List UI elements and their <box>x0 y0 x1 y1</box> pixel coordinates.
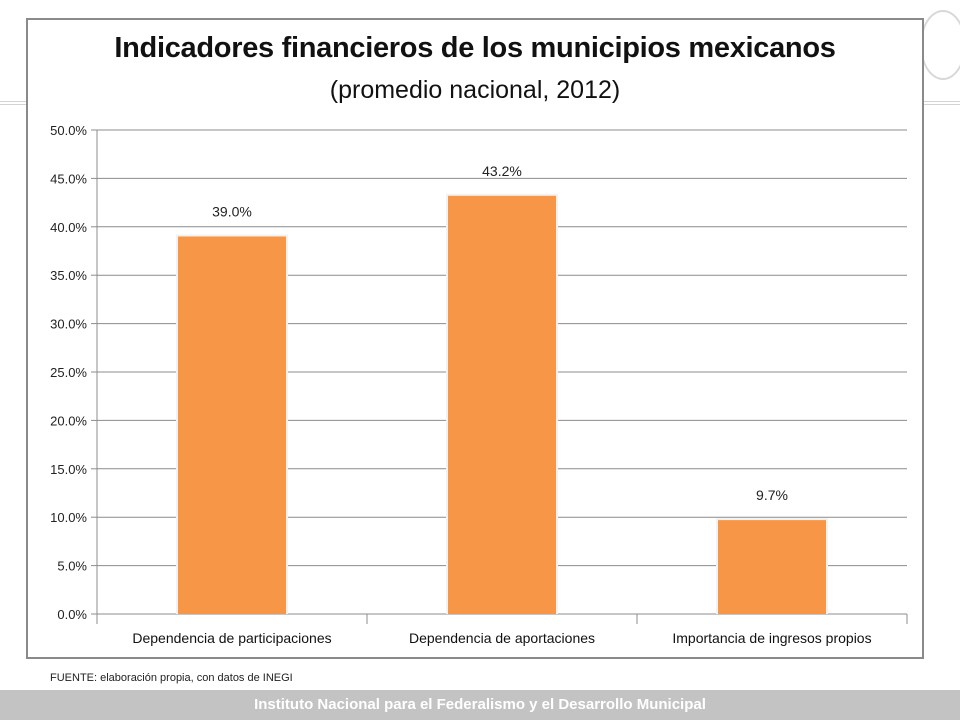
y-tick-label: 50.0% <box>50 123 87 138</box>
chart-title: Indicadores financieros de los municipio… <box>114 32 836 64</box>
y-tick-label: 40.0% <box>50 220 87 235</box>
y-tick-label: 45.0% <box>50 171 87 186</box>
x-category-label: Importancia de ingresos propios <box>672 630 871 646</box>
y-tick-label: 20.0% <box>50 413 87 428</box>
data-label: 39.0% <box>212 203 252 219</box>
y-tick-label: 0.0% <box>57 607 87 622</box>
y-tick-label: 35.0% <box>50 268 87 283</box>
bar <box>178 236 286 615</box>
x-category-label: Dependencia de participaciones <box>132 630 331 646</box>
y-tick-label: 10.0% <box>50 510 87 525</box>
y-tick-label: 30.0% <box>50 317 87 332</box>
y-tick-label: 15.0% <box>50 462 87 477</box>
chart-subtitle: (promedio nacional, 2012) <box>329 76 621 104</box>
y-tick-label: 5.0% <box>57 559 87 574</box>
x-category-label: Dependencia de aportaciones <box>409 630 595 646</box>
data-label: 43.2% <box>482 163 522 179</box>
data-label: 9.7% <box>756 487 788 503</box>
bar <box>718 520 826 614</box>
source-footnote: FUENTE: elaboración propia, con datos de… <box>50 672 293 684</box>
bar <box>448 195 556 614</box>
y-tick-label: 25.0% <box>50 365 87 380</box>
footer-bar: Instituto Nacional para el Federalismo y… <box>0 690 960 720</box>
footer-institution-name: Instituto Nacional para el Federalismo y… <box>254 696 706 713</box>
